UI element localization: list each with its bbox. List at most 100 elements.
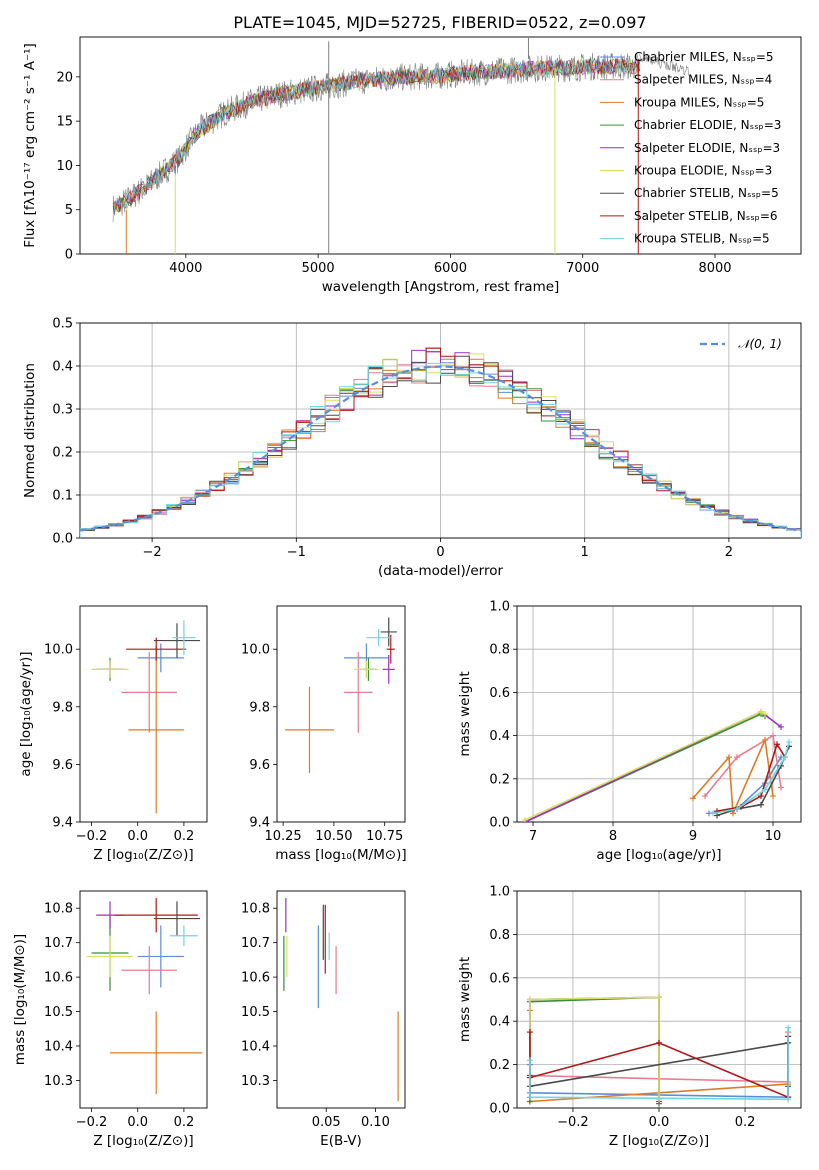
- panel-mw_vs_Z: −0.2 0.0 0.2 0.0 0.2 0.4 0.6 0.8 1.0 Z [log₁₀(Z/Z…: [457, 885, 802, 1149]
- y-tick-label: 0.5: [52, 317, 73, 332]
- x-tick-label: 8: [609, 829, 617, 844]
- x-tick-label: 6000: [434, 261, 467, 276]
- x-tick-label: 7: [529, 829, 537, 844]
- plot-area: [86, 897, 203, 1095]
- data-point: [758, 801, 764, 808]
- y-tick-label: 0.8: [489, 928, 510, 943]
- x-tick-label: 1: [581, 545, 589, 560]
- y-tick-label: 5: [65, 203, 73, 218]
- legend-entry: Kroupa ELODIE, Nₛₛₚ=3: [634, 164, 772, 178]
- y-tick-label: 0.4: [52, 360, 73, 375]
- y-tick-label: 10.8: [241, 902, 270, 917]
- y-tick-label: 9.8: [52, 700, 73, 715]
- x-tick-label: 0.0: [127, 829, 148, 844]
- x-axis-label: Z [log₁₀(Z/Z⊙)]: [93, 1133, 193, 1149]
- data-point: [785, 1096, 792, 1103]
- y-axis-label: mass weight: [457, 671, 473, 756]
- axes-frame: [79, 605, 208, 823]
- legend-entry: Chabrier MILES, Nₛₛₚ=5: [634, 50, 774, 64]
- legend-entry: Chabrier ELODIE, Nₛₛₚ=3: [634, 118, 781, 132]
- y-tick-label: 10.4: [241, 1040, 270, 1055]
- y-tick-label: 0.6: [489, 686, 510, 701]
- panel-mass_vs_ebv: 0.05 0.10 10.3 10.4 10.5 10.6 10.7 10.8 E(B-V): [241, 890, 406, 1149]
- data-point: [770, 732, 776, 739]
- x-tick-label: 8000: [698, 261, 731, 276]
- panel-mass_vs_Z: −0.2 0.0 0.2 10.3 10.4 10.5 10.6 10.7 10.8 Z [log…: [12, 890, 208, 1149]
- data-point: [702, 793, 708, 800]
- x-tick-label: −0.2: [557, 1115, 589, 1130]
- x-axis-label: Z [log₁₀(Z/Z⊙)]: [93, 847, 193, 863]
- data-point: [762, 736, 768, 743]
- data-point: [770, 793, 776, 800]
- x-tick-label: 0.0: [127, 1115, 148, 1130]
- y-tick-label: 1.0: [489, 885, 510, 900]
- y-tick-label: 10.8: [44, 902, 73, 917]
- mass-weight-line: [712, 741, 790, 815]
- y-tick-label: 10.6: [241, 971, 270, 986]
- legend-entry: Salpeter MILES, Nₛₛₚ=4: [634, 73, 772, 87]
- gaussian-curve: [80, 365, 801, 532]
- x-tick-label: 4000: [169, 261, 202, 276]
- x-tick-label: −2: [143, 545, 162, 560]
- y-tick-label: 9.6: [249, 758, 270, 773]
- x-tick-label: 0.05: [312, 1115, 341, 1130]
- x-axis-label: E(B-V): [320, 1133, 362, 1149]
- y-tick-label: 20: [56, 70, 73, 85]
- x-axis-label: wavelength [Angstrom, rest frame]: [322, 279, 560, 295]
- data-point: [782, 754, 788, 761]
- axes-frame: [276, 890, 406, 1109]
- data-point: [690, 795, 696, 802]
- y-tick-label: 10.3: [241, 1074, 270, 1089]
- y-axis-label: Normed distribution: [22, 363, 38, 498]
- y-tick-label: 0.3: [52, 403, 73, 418]
- legend: Chabrier MILES, Nₛₛₚ=5 Salpeter MILES, Nₛ…: [600, 50, 781, 246]
- data-point: [656, 1096, 662, 1103]
- data-point: [758, 708, 764, 715]
- y-tick-label: 10.6: [44, 971, 73, 986]
- y-axis-label: mass [log₁₀(M/M⊙)]: [12, 934, 28, 1065]
- spectrum-title: PLATE=1045, MJD=52725, FIBERID=0522, z=0…: [233, 13, 646, 32]
- axes-frame: [276, 605, 406, 823]
- x-tick-label: 10.75: [366, 829, 403, 844]
- x-tick-label: 10.50: [315, 829, 352, 844]
- data-point: [710, 810, 716, 817]
- y-tick-label: 0.0: [489, 1102, 510, 1117]
- data-point: [730, 810, 736, 817]
- panel-residuals: −2 −1 0 1 2 0.0 0.1 0.2 0.3 0.4 0.5 (data-model)/er…: [22, 317, 802, 579]
- y-tick-label: 1.0: [489, 600, 510, 615]
- data-point: [734, 806, 740, 813]
- data-point: [786, 739, 792, 746]
- legend-entry: Salpeter ELODIE, Nₛₛₚ=3: [634, 141, 780, 155]
- axes-frame: [79, 890, 208, 1109]
- y-tick-label: 9.4: [52, 816, 73, 831]
- y-axis-label: age [log₁₀(age/yr)]: [18, 651, 34, 776]
- legend-entry: Kroupa MILES, Nₛₛₚ=5: [634, 95, 764, 109]
- x-tick-label: 0.2: [735, 1115, 756, 1130]
- y-axis-label: mass weight: [457, 957, 473, 1042]
- panel-spectrum: 4000 5000 6000 7000 8000 0 5 10 15 20 wavelength […: [22, 36, 802, 295]
- data-point: [758, 793, 764, 800]
- y-tick-label: 10.7: [44, 936, 73, 951]
- x-axis-label: Z [log₁₀(Z/Z⊙)]: [609, 1133, 709, 1149]
- data-point: [526, 1094, 533, 1101]
- plot-area: [112, 37, 689, 254]
- axes-frame: [79, 36, 802, 255]
- y-tick-label: 10.7: [241, 936, 270, 951]
- plot-area: [283, 897, 399, 1102]
- x-axis-label: (data-model)/error: [378, 563, 504, 579]
- plot-area: [91, 620, 201, 814]
- y-tick-label: 0.0: [489, 816, 510, 831]
- mass-weight-line: [529, 996, 660, 1102]
- x-tick-label: −0.2: [76, 1115, 108, 1130]
- legend-entry: 𝒩(0, 1): [738, 337, 782, 351]
- x-axis-label: age [log₁₀(age/yr)]: [596, 847, 721, 863]
- y-tick-label: 0.4: [489, 729, 510, 744]
- y-tick-label: 10.5: [241, 1005, 270, 1020]
- data-point: [762, 711, 768, 717]
- y-tick-label: 0.2: [52, 446, 73, 461]
- data-point: [526, 996, 533, 1003]
- x-tick-label: 0.2: [174, 829, 195, 844]
- x-tick-label: 5000: [302, 261, 335, 276]
- data-point: [785, 1024, 792, 1031]
- panel-age_vs_mass: 10.25 10.50 10.75 9.4 9.6 9.8 10.0 mass [log₁₀(…: [241, 605, 407, 863]
